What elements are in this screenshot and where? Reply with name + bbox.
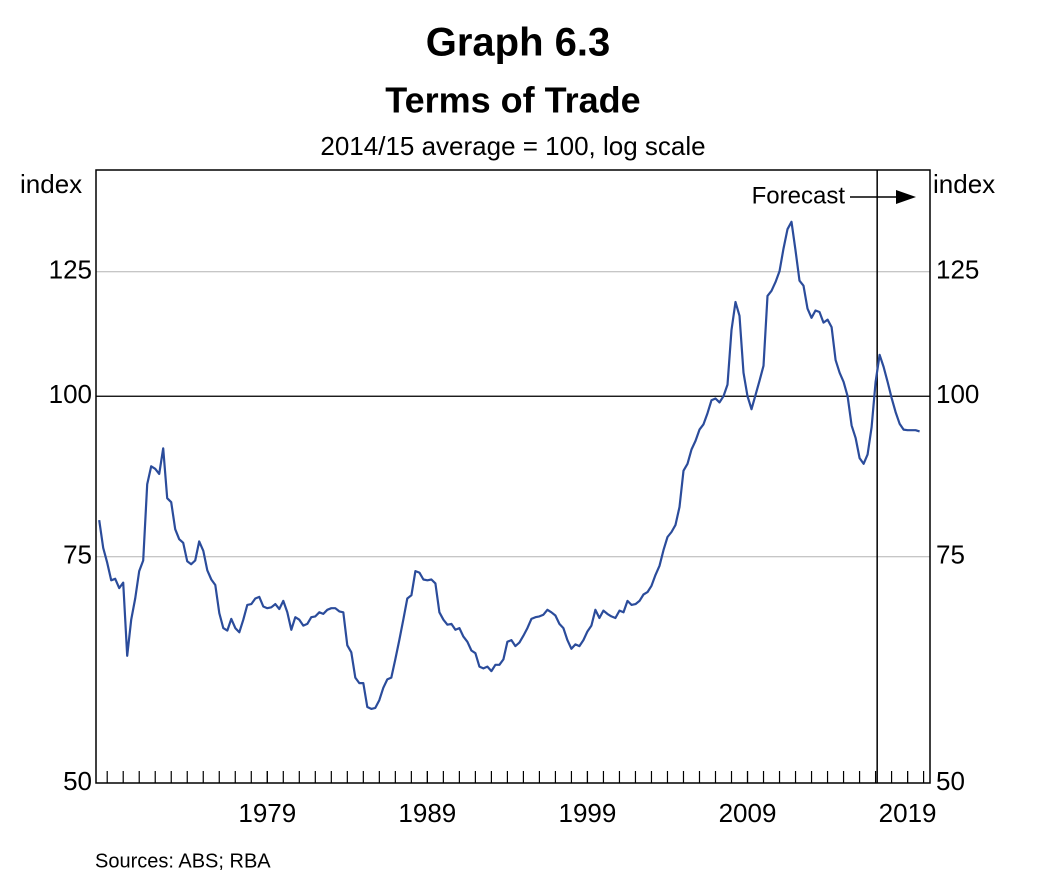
annotation-arrowhead [896, 190, 916, 204]
y-tick-label: 75 [63, 540, 92, 570]
x-tick-label: 1989 [398, 798, 456, 828]
y-tick-label: 100 [49, 379, 92, 409]
chart-subtitle: Terms of Trade [385, 80, 640, 121]
x-tick-label: 1979 [238, 798, 296, 828]
y2-tick-label: 125 [936, 255, 979, 285]
plot-frame [95, 169, 931, 784]
y2-tick-label: 50 [936, 766, 965, 796]
annotation: Forecast [752, 182, 846, 209]
x-tick-label: 2019 [879, 798, 937, 828]
y-axis-label: index [20, 169, 82, 199]
y-tick-label: 125 [49, 255, 92, 285]
y2-axis-label: index [933, 169, 995, 199]
y-tick-label: 50 [63, 766, 92, 796]
source: Sources: ABS; RBA [95, 850, 271, 872]
chart-note: 2014/15 average = 100, log scale [320, 131, 705, 161]
chart-title: Graph 6.3 [426, 21, 611, 65]
data-line [98, 220, 920, 710]
y2-tick-label: 75 [936, 540, 965, 570]
y2-tick-label: 100 [936, 379, 979, 409]
x-tick-label: 1999 [559, 798, 617, 828]
x-tick-label: 2009 [719, 798, 777, 828]
